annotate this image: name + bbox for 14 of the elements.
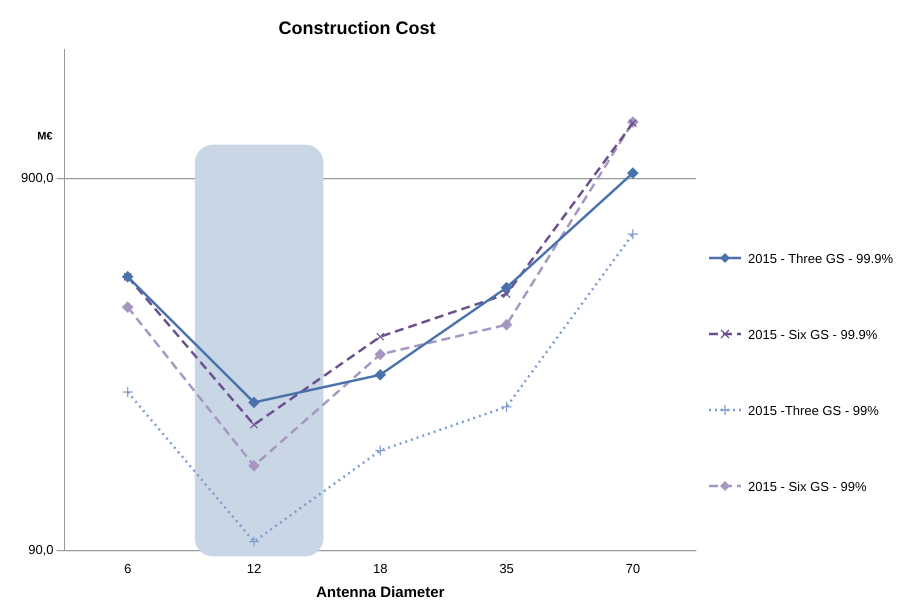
x-tick-label: 18 — [373, 560, 388, 576]
y-axis-title: M€ — [37, 130, 53, 143]
x-tick-label: 6 — [124, 560, 132, 576]
legend-label: 2015 - Six GS - 99% — [748, 478, 866, 494]
y-tick-label: 900,0 — [20, 170, 54, 186]
x-tick-label: 70 — [626, 560, 640, 576]
x-axis-title: Antenna Diameter — [316, 584, 445, 602]
legend-label: 2015 -Three GS - 99% — [748, 402, 879, 418]
chart-title: Construction Cost — [278, 18, 436, 38]
x-tick-label: 12 — [246, 560, 262, 576]
x-tick-label: 35 — [499, 560, 514, 576]
legend-label: 2015 - Six GS - 99.9% — [748, 326, 878, 342]
legend-label: 2015 - Three GS - 99.9% — [748, 250, 894, 266]
y-tick-label: 90,0 — [28, 542, 54, 557]
